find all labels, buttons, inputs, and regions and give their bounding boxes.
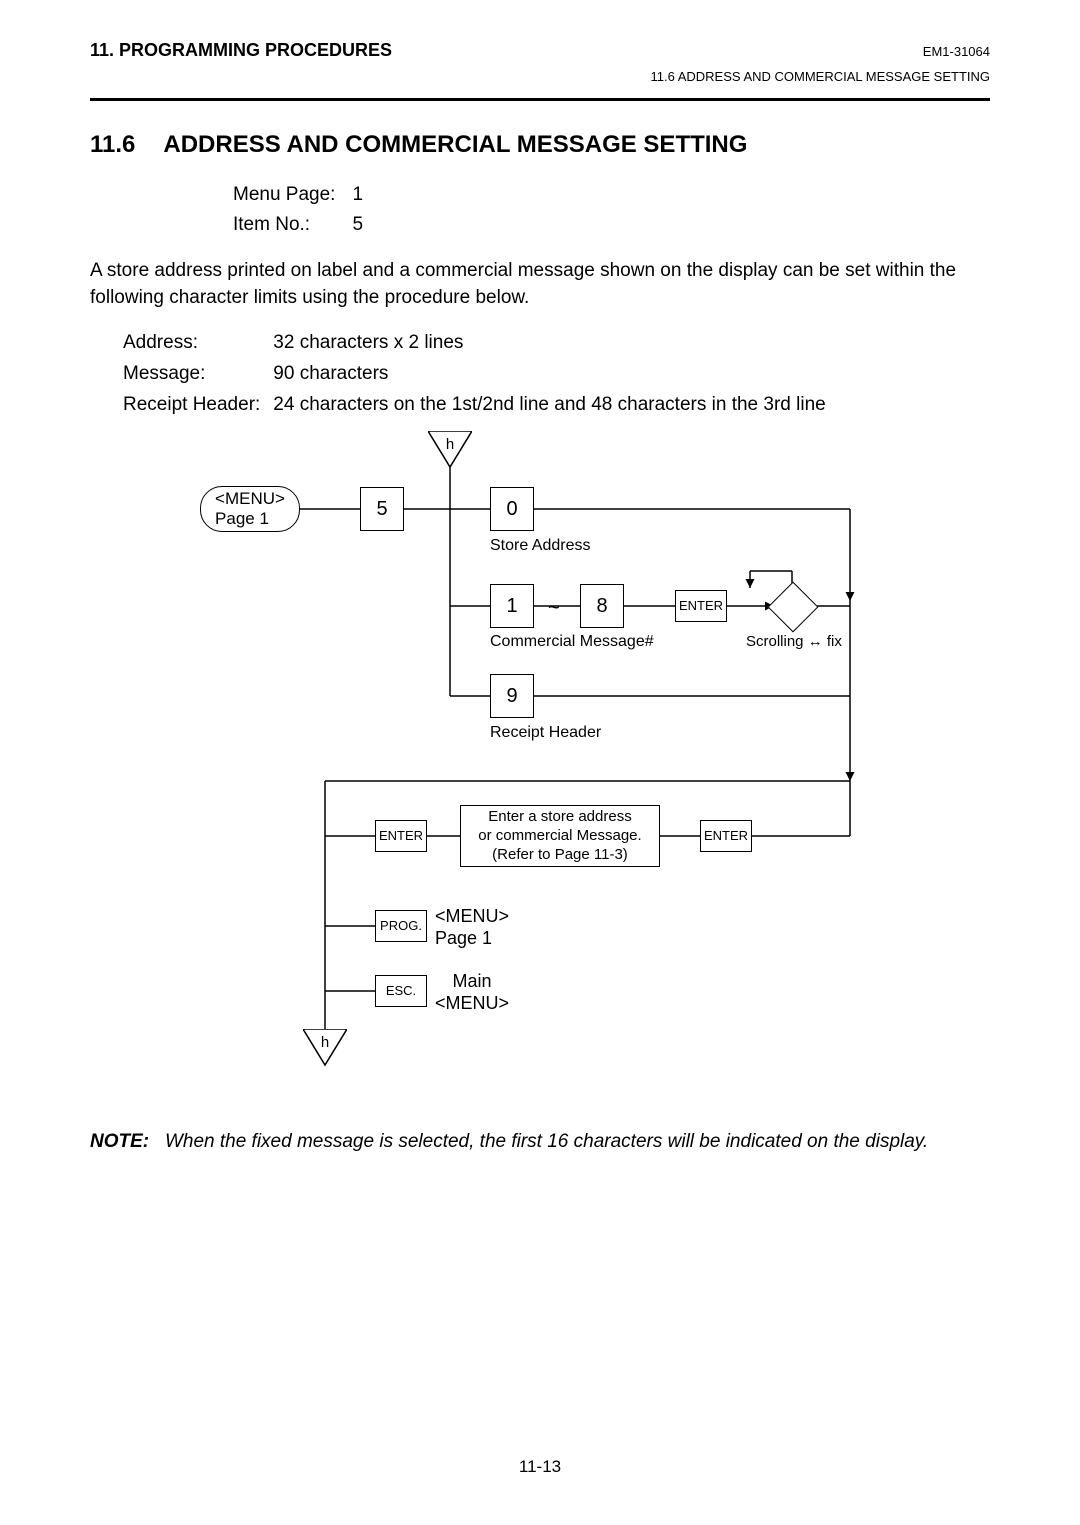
flow-key-0: 0 [490,487,534,531]
flow-key-8: 8 [580,584,624,628]
flow-enter-key-2: ENTER [375,820,427,852]
receipt-header-limit-value: 24 characters on the 1st/2nd line and 48… [272,391,826,420]
flow-prog-key: PROG. [375,910,427,942]
flow-enter-key-3: ENTER [700,820,752,852]
flow-label-store-address: Store Address [490,537,591,555]
flow-enter-key-1: ENTER [675,590,727,622]
limits-table: Address: 32 characters x 2 lines Message… [120,327,829,421]
intro-paragraph: A store address printed on label and a c… [90,258,990,311]
flow-ref-h-top: h [428,431,472,474]
svg-text:h: h [446,436,454,453]
address-limit-label: Address: [122,329,270,358]
note-label: NOTE: [90,1131,149,1152]
menu-item-label: Item No.: [232,211,349,239]
menu-page-value: 1 [351,181,364,209]
flow-main-menu-label: Main <MENU> [435,971,509,1014]
flow-key-5: 5 [360,487,404,531]
header-subsection: 11.6 ADDRESS AND COMMERCIAL MESSAGE SETT… [90,69,990,84]
flow-label-commercial-message: Commercial Message# [490,633,654,651]
flowchart-connectors [170,431,930,1111]
header-chapter: 11. PROGRAMMING PROCEDURES [90,40,392,61]
flow-entry-instruction-text: Enter a store address or commercial Mess… [478,808,641,864]
page-number: 11-13 [0,1457,1080,1477]
flow-ref-h-bottom: h [303,1029,347,1072]
section-number: 11.6 [90,131,135,159]
menu-page-label: Menu Page: [232,181,349,209]
header-rule [90,98,990,101]
flow-menu-page1-oval: <MENU> Page 1 [200,486,300,532]
menu-item-value: 5 [351,211,364,239]
flow-menu-page1-label-2: <MENU> Page 1 [435,906,509,949]
header-doc-id: EM1-31064 [923,44,990,59]
flow-key-9: 9 [490,674,534,718]
message-limit-label: Message: [122,360,270,389]
menu-info-table: Menu Page: 1 Item No.: 5 [230,179,366,240]
svg-text:h: h [321,1034,329,1051]
note-paragraph: NOTE: When the fixed message is selected… [90,1131,990,1153]
flowchart: h <MENU> Page 1 5 0 Store Address 1 ~ 8 … [170,431,930,1111]
flow-esc-key: ESC. [375,975,427,1007]
flow-key-1: 1 [490,584,534,628]
address-limit-value: 32 characters x 2 lines [272,329,826,358]
flow-label-scrolling-fix: Scrolling ↔ fix [746,633,842,650]
receipt-header-limit-label: Receipt Header: [122,391,270,420]
flow-entry-instruction-box: Enter a store address or commercial Mess… [460,805,660,867]
message-limit-value: 90 characters [272,360,826,389]
flow-label-receipt-header: Receipt Header [490,724,601,742]
flow-menu-page1-label: <MENU> Page 1 [215,489,285,530]
note-text: When the fixed message is selected, the … [165,1131,928,1152]
flow-tilde: ~ [548,597,560,620]
section-title: ADDRESS AND COMMERCIAL MESSAGE SETTING [163,131,747,159]
